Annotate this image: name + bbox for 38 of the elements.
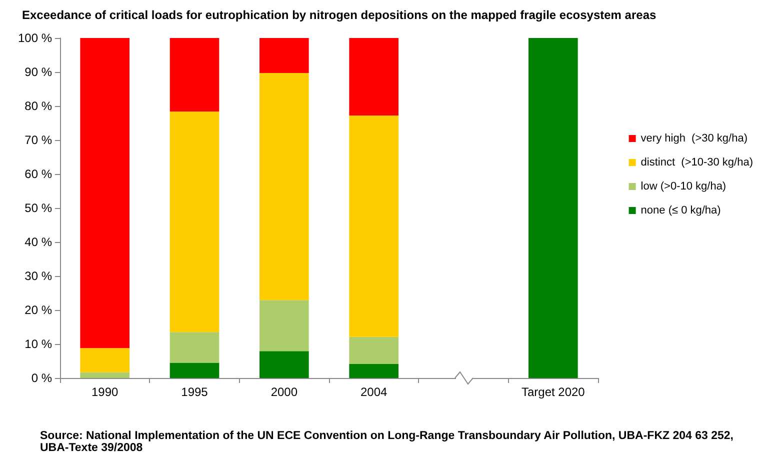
bar	[260, 300, 309, 352]
chart-title: Exceedance of critical loads for eutrophication by nitrogen depositions on the mapped fragile ecosystem areas	[22, 8, 656, 22]
bar	[528, 38, 578, 378]
x-tick-label: 1995	[181, 385, 208, 399]
bar	[170, 362, 220, 378]
x-tick-label: Target 2020	[521, 385, 586, 399]
bar	[170, 111, 220, 332]
legend-label: distinct (>10-30 kg/ha)	[640, 156, 754, 168]
bar	[80, 348, 130, 372]
bar	[80, 38, 130, 348]
bar	[349, 336, 398, 364]
x-tick-label: 2000	[270, 385, 298, 399]
y-tick-label: 30 %	[24, 269, 52, 283]
bar	[170, 38, 220, 112]
y-tick-label: 70 %	[24, 133, 52, 147]
source-note: Source: National Implementation of the UN ECE Convention on Long-Range Transboundary Air Pollution, UBA-FKZ 204 63 252, UBA-Texte 39/2008	[40, 430, 734, 454]
y-tick-label: 90 %	[24, 65, 52, 79]
y-tick-label: 10 %	[24, 337, 52, 351]
y-tick-label: 100 %	[18, 31, 52, 45]
y-tick-label: 80 %	[24, 99, 52, 113]
y-tick-label: 0 %	[31, 371, 52, 385]
y-tick-label: 50 %	[24, 201, 52, 215]
bar	[260, 351, 309, 378]
bar	[349, 38, 398, 116]
y-tick-label: 60 %	[24, 167, 52, 181]
bar	[349, 364, 398, 378]
legend-label: low (>0-10 kg/ha)	[640, 180, 726, 192]
bar	[260, 38, 309, 74]
bar	[80, 372, 130, 378]
bar	[170, 332, 220, 363]
legend-label: very high (>30 kg/ha)	[640, 132, 748, 144]
legend-label: none (≤ 0 kg/ha)	[640, 204, 721, 216]
y-tick-label: 40 %	[24, 235, 52, 249]
y-tick-label: 20 %	[24, 303, 52, 317]
bar	[260, 73, 309, 300]
bar	[349, 116, 398, 337]
x-tick-label: 1990	[91, 385, 119, 399]
x-tick-label: 2004	[360, 385, 388, 399]
